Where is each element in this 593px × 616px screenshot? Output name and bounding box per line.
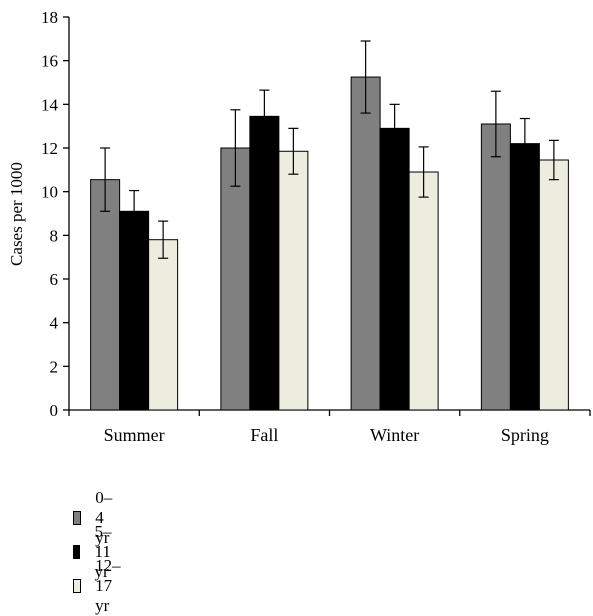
bar-fall-series-1 [249,115,280,411]
legend-swatch-1 [73,545,81,559]
legend-swatch-0 [73,511,82,525]
bar-summer-series-2 [148,239,179,411]
bar-chart: 0 2 4 6 8 10 12 14 16 18 Summer Fall Winter Spring Ca… [7,8,591,445]
bar-summer-series-1 [119,210,150,411]
y-tick-label-2: 2 [50,357,59,376]
bar-spring-series-2 [538,159,569,411]
bar-summer-series-0 [90,179,121,411]
bar-winter-series-1 [379,127,410,411]
bar-fall-series-2 [278,150,309,411]
legend-label-0: 0–4 yr [95,488,113,547]
legend-swatch-2 [73,579,82,593]
bar-spring-series-0 [480,123,511,411]
legend-item-1: 5–11 yr [73,522,118,581]
legend-item-0: 0–4 yr [73,488,118,547]
bar-winter-series-0 [350,76,381,411]
y-tick-label-8: 8 [50,226,59,245]
y-tick-label-18: 18 [41,8,58,27]
y-tick-label-10: 10 [41,183,58,202]
y-tick-label-6: 6 [50,270,59,289]
y-tick-label-0: 0 [50,401,59,420]
y-tick-label-4: 4 [50,314,59,333]
category-label-fall: Fall [250,425,278,445]
y-tick-label-12: 12 [41,139,58,158]
plot-area: 0 2 4 6 8 10 12 14 16 18 Summer Fall Winter Spring [41,8,591,445]
category-label-spring: Spring [501,425,549,445]
bar-spring-series-1 [509,143,540,411]
bar-winter-series-2 [408,171,439,411]
legend-label-1: 5–11 yr [94,522,112,581]
y-tick-label-14: 14 [41,95,59,114]
legend-label-2: 12–17 yr [95,556,121,615]
category-label-winter: Winter [370,425,419,445]
y-axis-label: Cases per 1000 [7,162,26,266]
bar-fall-series-0 [220,147,251,411]
y-tick-label-16: 16 [41,52,58,71]
category-label-summer: Summer [104,425,165,445]
legend-item-2: 12–17 yr [73,556,127,615]
